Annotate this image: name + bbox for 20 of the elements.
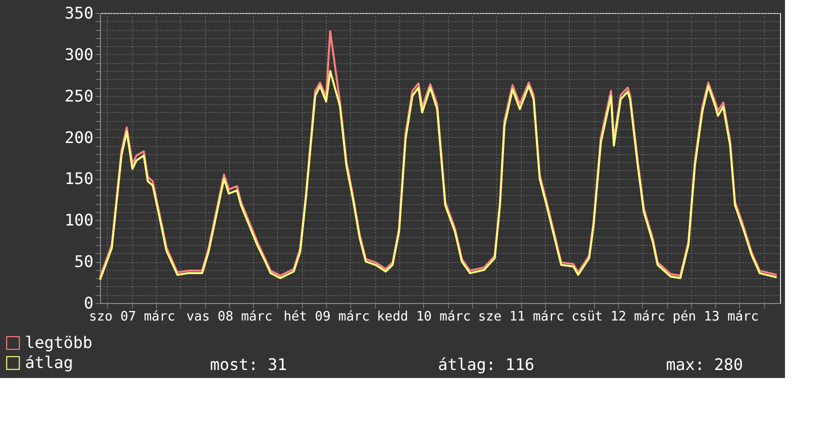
legend-label: legtöbb bbox=[25, 333, 92, 352]
y-tick-label: 250 bbox=[64, 86, 94, 106]
x-tick-label: vas 08 márc bbox=[186, 310, 272, 324]
x-tick-label: pén 13 márc bbox=[672, 310, 759, 324]
y-tick-label: 300 bbox=[64, 44, 94, 64]
x-tick-label: szo 07 márc bbox=[89, 310, 176, 324]
text: átlag: 116 bbox=[438, 355, 534, 374]
text: max: 280 bbox=[666, 355, 744, 374]
y-tick-label: 0 bbox=[84, 294, 94, 312]
text: most: 31 bbox=[210, 355, 288, 374]
y-tick-label: 150 bbox=[64, 169, 94, 188]
x-tick-label: sze 11 márc bbox=[478, 310, 564, 324]
y-tick-label: 200 bbox=[64, 128, 94, 147]
y-tick-label: 50 bbox=[74, 252, 94, 272]
y-tick-label: 350 bbox=[64, 4, 94, 22]
legend-label: átlag bbox=[25, 353, 74, 372]
y-tick-label: 100 bbox=[64, 210, 94, 230]
x-tick-label: hét 09 márc bbox=[284, 310, 370, 324]
x-tick-label: kedd 10 márc bbox=[376, 310, 471, 324]
x-tick-label: csüt 12 márc bbox=[571, 310, 666, 324]
